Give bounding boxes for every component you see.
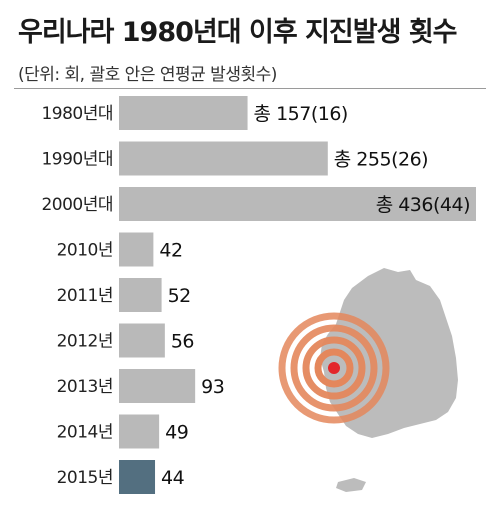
title-divider bbox=[14, 88, 486, 89]
data-label: 93 bbox=[201, 376, 224, 398]
data-label: 총 157(16) bbox=[254, 103, 348, 125]
category-label: 2000년대 bbox=[41, 195, 113, 215]
quake-rings bbox=[278, 312, 390, 424]
data-label: 총 255(26) bbox=[334, 149, 428, 171]
category-label: 2012년 bbox=[57, 332, 113, 352]
quake-ring bbox=[290, 324, 378, 412]
data-label: 42 bbox=[159, 240, 182, 262]
bar bbox=[119, 369, 196, 403]
quake-ring bbox=[314, 348, 354, 388]
quake-ring bbox=[278, 312, 390, 424]
korea-map-shape bbox=[320, 268, 458, 438]
chart-title: 우리나라 1980년대 이후 지진발생 횟수 bbox=[18, 17, 458, 48]
data-label: 49 bbox=[165, 422, 188, 444]
category-label: 1980년대 bbox=[41, 104, 113, 124]
data-label: 56 bbox=[171, 331, 194, 353]
bar bbox=[119, 141, 328, 176]
category-label: 2013년 bbox=[57, 377, 113, 397]
category-label: 2010년 bbox=[57, 241, 113, 261]
category-label: 2015년 bbox=[57, 468, 113, 488]
bar bbox=[119, 232, 154, 267]
epicenter-dot bbox=[328, 362, 340, 374]
bar bbox=[119, 460, 156, 494]
chart-subtitle: (단위: 회, 괄호 안은 연평균 발생횟수) bbox=[18, 65, 277, 85]
data-label: 44 bbox=[161, 467, 185, 489]
data-label: 52 bbox=[168, 285, 191, 307]
korea-map-illustration bbox=[278, 268, 458, 492]
bar bbox=[119, 187, 476, 221]
bar bbox=[119, 323, 165, 358]
bar bbox=[119, 278, 162, 312]
category-label: 2011년 bbox=[57, 286, 113, 306]
bar bbox=[119, 96, 248, 130]
jeju-island-shape bbox=[336, 478, 366, 492]
quake-ring bbox=[302, 336, 366, 400]
data-label: 총 436(44) bbox=[376, 194, 470, 216]
bar bbox=[119, 414, 160, 449]
category-label: 1990년대 bbox=[41, 150, 113, 170]
category-label: 2014년 bbox=[57, 423, 113, 443]
